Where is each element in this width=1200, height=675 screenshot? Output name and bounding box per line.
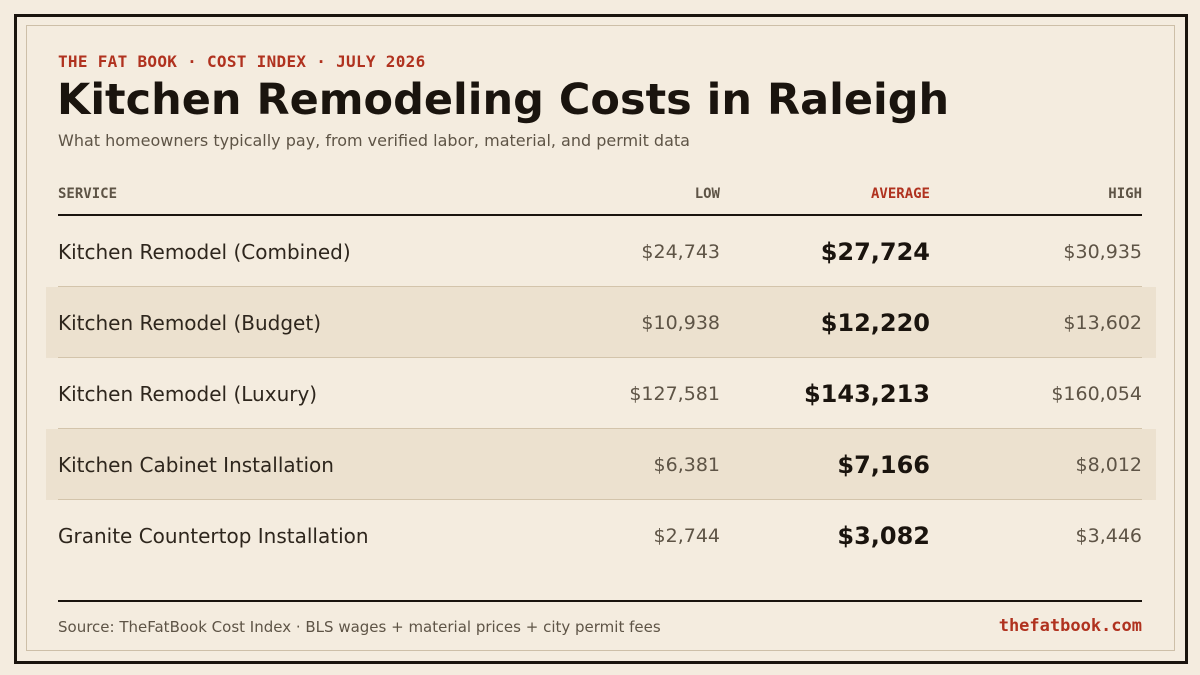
table-row: Kitchen Cabinet Installation $6,381 $7,1… — [46, 429, 1156, 500]
table-row: Kitchen Remodel (Combined) $24,743 $27,7… — [46, 216, 1156, 287]
high-cost: $3,446 — [1075, 524, 1142, 547]
kicker: THE FAT BOOK · COST INDEX · JULY 2026 — [58, 52, 426, 71]
average-cost: $12,220 — [820, 308, 930, 337]
average-cost: $3,082 — [837, 521, 930, 550]
row-divider — [58, 499, 1142, 500]
high-cost: $13,602 — [1063, 311, 1142, 334]
table-row: Kitchen Remodel (Budget) $10,938 $12,220… — [46, 287, 1156, 358]
high-cost: $30,935 — [1063, 240, 1142, 263]
service-name: Kitchen Remodel (Budget) — [58, 310, 321, 335]
row-divider — [58, 357, 1142, 358]
cost-table: Kitchen Remodel (Combined) $24,743 $27,7… — [46, 216, 1156, 571]
header-average: AVERAGE — [870, 186, 930, 202]
subtitle: What homeowners typically pay, from veri… — [58, 131, 690, 150]
service-name: Kitchen Remodel (Luxury) — [58, 381, 318, 406]
table-header: SERVICE LOW AVERAGE HIGH — [58, 186, 1142, 208]
low-cost: $127,581 — [629, 382, 720, 405]
header-high: HIGH — [1108, 186, 1142, 202]
header-rule — [58, 214, 1142, 216]
site-link[interactable]: thefatbook.com — [998, 616, 1142, 636]
table-row: Granite Countertop Installation $2,744 $… — [46, 500, 1156, 571]
service-name: Kitchen Remodel (Combined) — [58, 239, 351, 264]
inner-frame — [26, 25, 1175, 651]
footer-rule — [58, 600, 1142, 602]
average-cost: $143,213 — [803, 379, 930, 408]
high-cost: $160,054 — [1051, 382, 1142, 405]
page-title: Kitchen Remodeling Costs in Raleigh — [57, 75, 950, 125]
low-cost: $6,381 — [653, 453, 720, 476]
average-cost: $27,724 — [820, 237, 930, 266]
service-name: Granite Countertop Installation — [58, 523, 369, 548]
low-cost: $24,743 — [641, 240, 720, 263]
outer-frame — [14, 14, 1188, 664]
service-name: Kitchen Cabinet Installation — [58, 452, 334, 477]
source-note: Source: TheFatBook Cost Index · BLS wage… — [58, 618, 661, 636]
table-row: Kitchen Remodel (Luxury) $127,581 $143,2… — [46, 358, 1156, 429]
low-cost: $10,938 — [641, 311, 720, 334]
header-low: LOW — [694, 186, 720, 202]
low-cost: $2,744 — [653, 524, 720, 547]
average-cost: $7,166 — [837, 450, 930, 479]
row-divider — [58, 286, 1142, 287]
header-service: SERVICE — [58, 186, 118, 202]
high-cost: $8,012 — [1075, 453, 1142, 476]
row-divider — [58, 428, 1142, 429]
